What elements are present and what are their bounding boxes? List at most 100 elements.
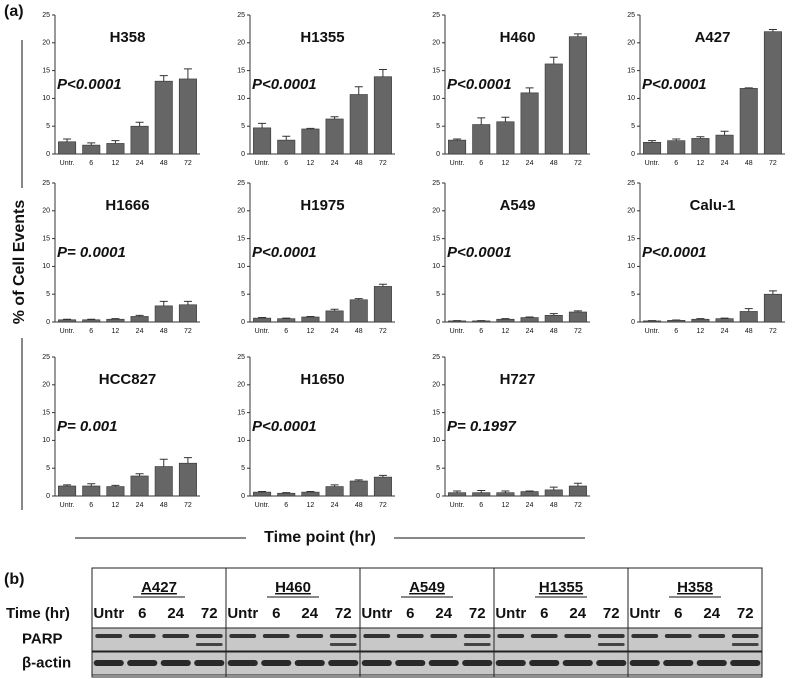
actin-band	[629, 660, 660, 666]
p-value: P<0.0001	[447, 244, 512, 261]
y-tick-label: 0	[436, 493, 440, 500]
x-tick-label: 12	[502, 328, 510, 335]
bar	[667, 320, 686, 323]
x-tick-label: 48	[550, 160, 558, 167]
x-tick-label: Untr.	[60, 160, 75, 167]
y-tick-label: 10	[627, 263, 635, 270]
bar	[715, 318, 734, 323]
x-tick-label: Untr.	[255, 328, 270, 335]
p-value: P<0.0001	[57, 76, 122, 93]
bar	[106, 486, 125, 497]
y-tick-label: 25	[237, 180, 245, 187]
y-tick-label: 10	[432, 437, 440, 444]
bar	[544, 315, 563, 323]
x-tick-label: 24	[721, 160, 729, 167]
bar	[763, 31, 782, 155]
x-tick-label: 72	[769, 160, 777, 167]
p-value: P= 0.001	[57, 418, 117, 435]
x-tick-label: 24	[136, 160, 144, 167]
actin-band	[730, 660, 761, 666]
actin-band	[93, 660, 124, 666]
time-label: 72	[737, 605, 754, 622]
x-tick-label: 24	[136, 328, 144, 335]
bar	[520, 317, 539, 323]
x-tick-label: 48	[355, 160, 363, 167]
error-bar	[258, 491, 267, 493]
bar	[373, 76, 392, 155]
cleaved-band	[731, 643, 759, 646]
y-tick-label: 15	[432, 235, 440, 242]
x-tick-label: 72	[184, 502, 192, 509]
cell-line: H358	[677, 579, 713, 596]
y-tick-label: 5	[46, 123, 50, 130]
y-tick-label: 10	[42, 95, 50, 102]
time-label: 6	[674, 605, 682, 622]
error-bar	[183, 68, 192, 79]
x-tick-label: 24	[331, 502, 339, 509]
x-tick-label: Untr.	[60, 328, 75, 335]
error-bar	[282, 492, 291, 494]
actin-band	[328, 660, 359, 666]
parp-band	[597, 634, 625, 638]
error-bar	[648, 140, 657, 143]
x-tick-label: 24	[331, 328, 339, 335]
bar	[178, 78, 197, 155]
error-bar	[183, 457, 192, 464]
chart-title: HCC827	[99, 371, 157, 388]
parp-band	[363, 634, 391, 638]
bar	[277, 318, 296, 323]
bar	[253, 127, 272, 155]
y-tick-label: 20	[432, 382, 440, 389]
error-bar	[453, 138, 462, 141]
x-tick-label: 24	[721, 328, 729, 335]
bar	[106, 318, 125, 323]
parp-band	[497, 634, 525, 638]
actin-band	[696, 660, 727, 666]
row-label: PARP	[22, 630, 63, 647]
chart-title: H727	[500, 371, 536, 388]
bar	[154, 466, 173, 497]
x-tick-label: 6	[89, 160, 93, 167]
error-bar	[330, 116, 339, 119]
actin-band	[227, 660, 258, 666]
bar	[325, 486, 344, 497]
parp-band	[296, 634, 324, 638]
error-bar	[573, 310, 582, 312]
y-tick-label: 25	[237, 354, 245, 361]
time-label: 24	[569, 605, 586, 622]
x-axis-label: Time point (hr)	[264, 529, 376, 546]
time-label: 24	[435, 605, 452, 622]
x-tick-label: 72	[379, 160, 387, 167]
error-bar	[258, 317, 267, 319]
y-tick-label: 10	[237, 95, 245, 102]
bar	[763, 293, 782, 323]
time-label: 6	[138, 605, 146, 622]
error-bar	[549, 313, 558, 316]
bar	[715, 134, 734, 155]
error-bar	[525, 316, 534, 318]
bar	[325, 118, 344, 155]
error-bar	[354, 479, 363, 481]
y-tick-label: 20	[42, 382, 50, 389]
y-tick-label: 0	[46, 319, 50, 326]
bar	[373, 286, 392, 323]
error-bar	[768, 290, 777, 295]
parp-band	[396, 634, 424, 638]
y-tick-label: 20	[627, 40, 635, 47]
actin-band	[495, 660, 526, 666]
actin-band	[194, 660, 225, 666]
x-tick-label: Untr.	[450, 328, 465, 335]
actin-band	[596, 660, 627, 666]
x-tick-label: 12	[697, 160, 705, 167]
blot-strip	[91, 651, 763, 676]
y-tick-label: 10	[42, 437, 50, 444]
y-tick-label: 0	[436, 319, 440, 326]
x-tick-label: 72	[379, 502, 387, 509]
parp-band	[329, 634, 357, 638]
bar	[349, 299, 368, 323]
error-bar	[282, 317, 291, 319]
bar	[277, 492, 296, 497]
p-value: P<0.0001	[447, 76, 512, 93]
x-tick-label: 72	[574, 160, 582, 167]
y-tick-label: 25	[42, 12, 50, 19]
